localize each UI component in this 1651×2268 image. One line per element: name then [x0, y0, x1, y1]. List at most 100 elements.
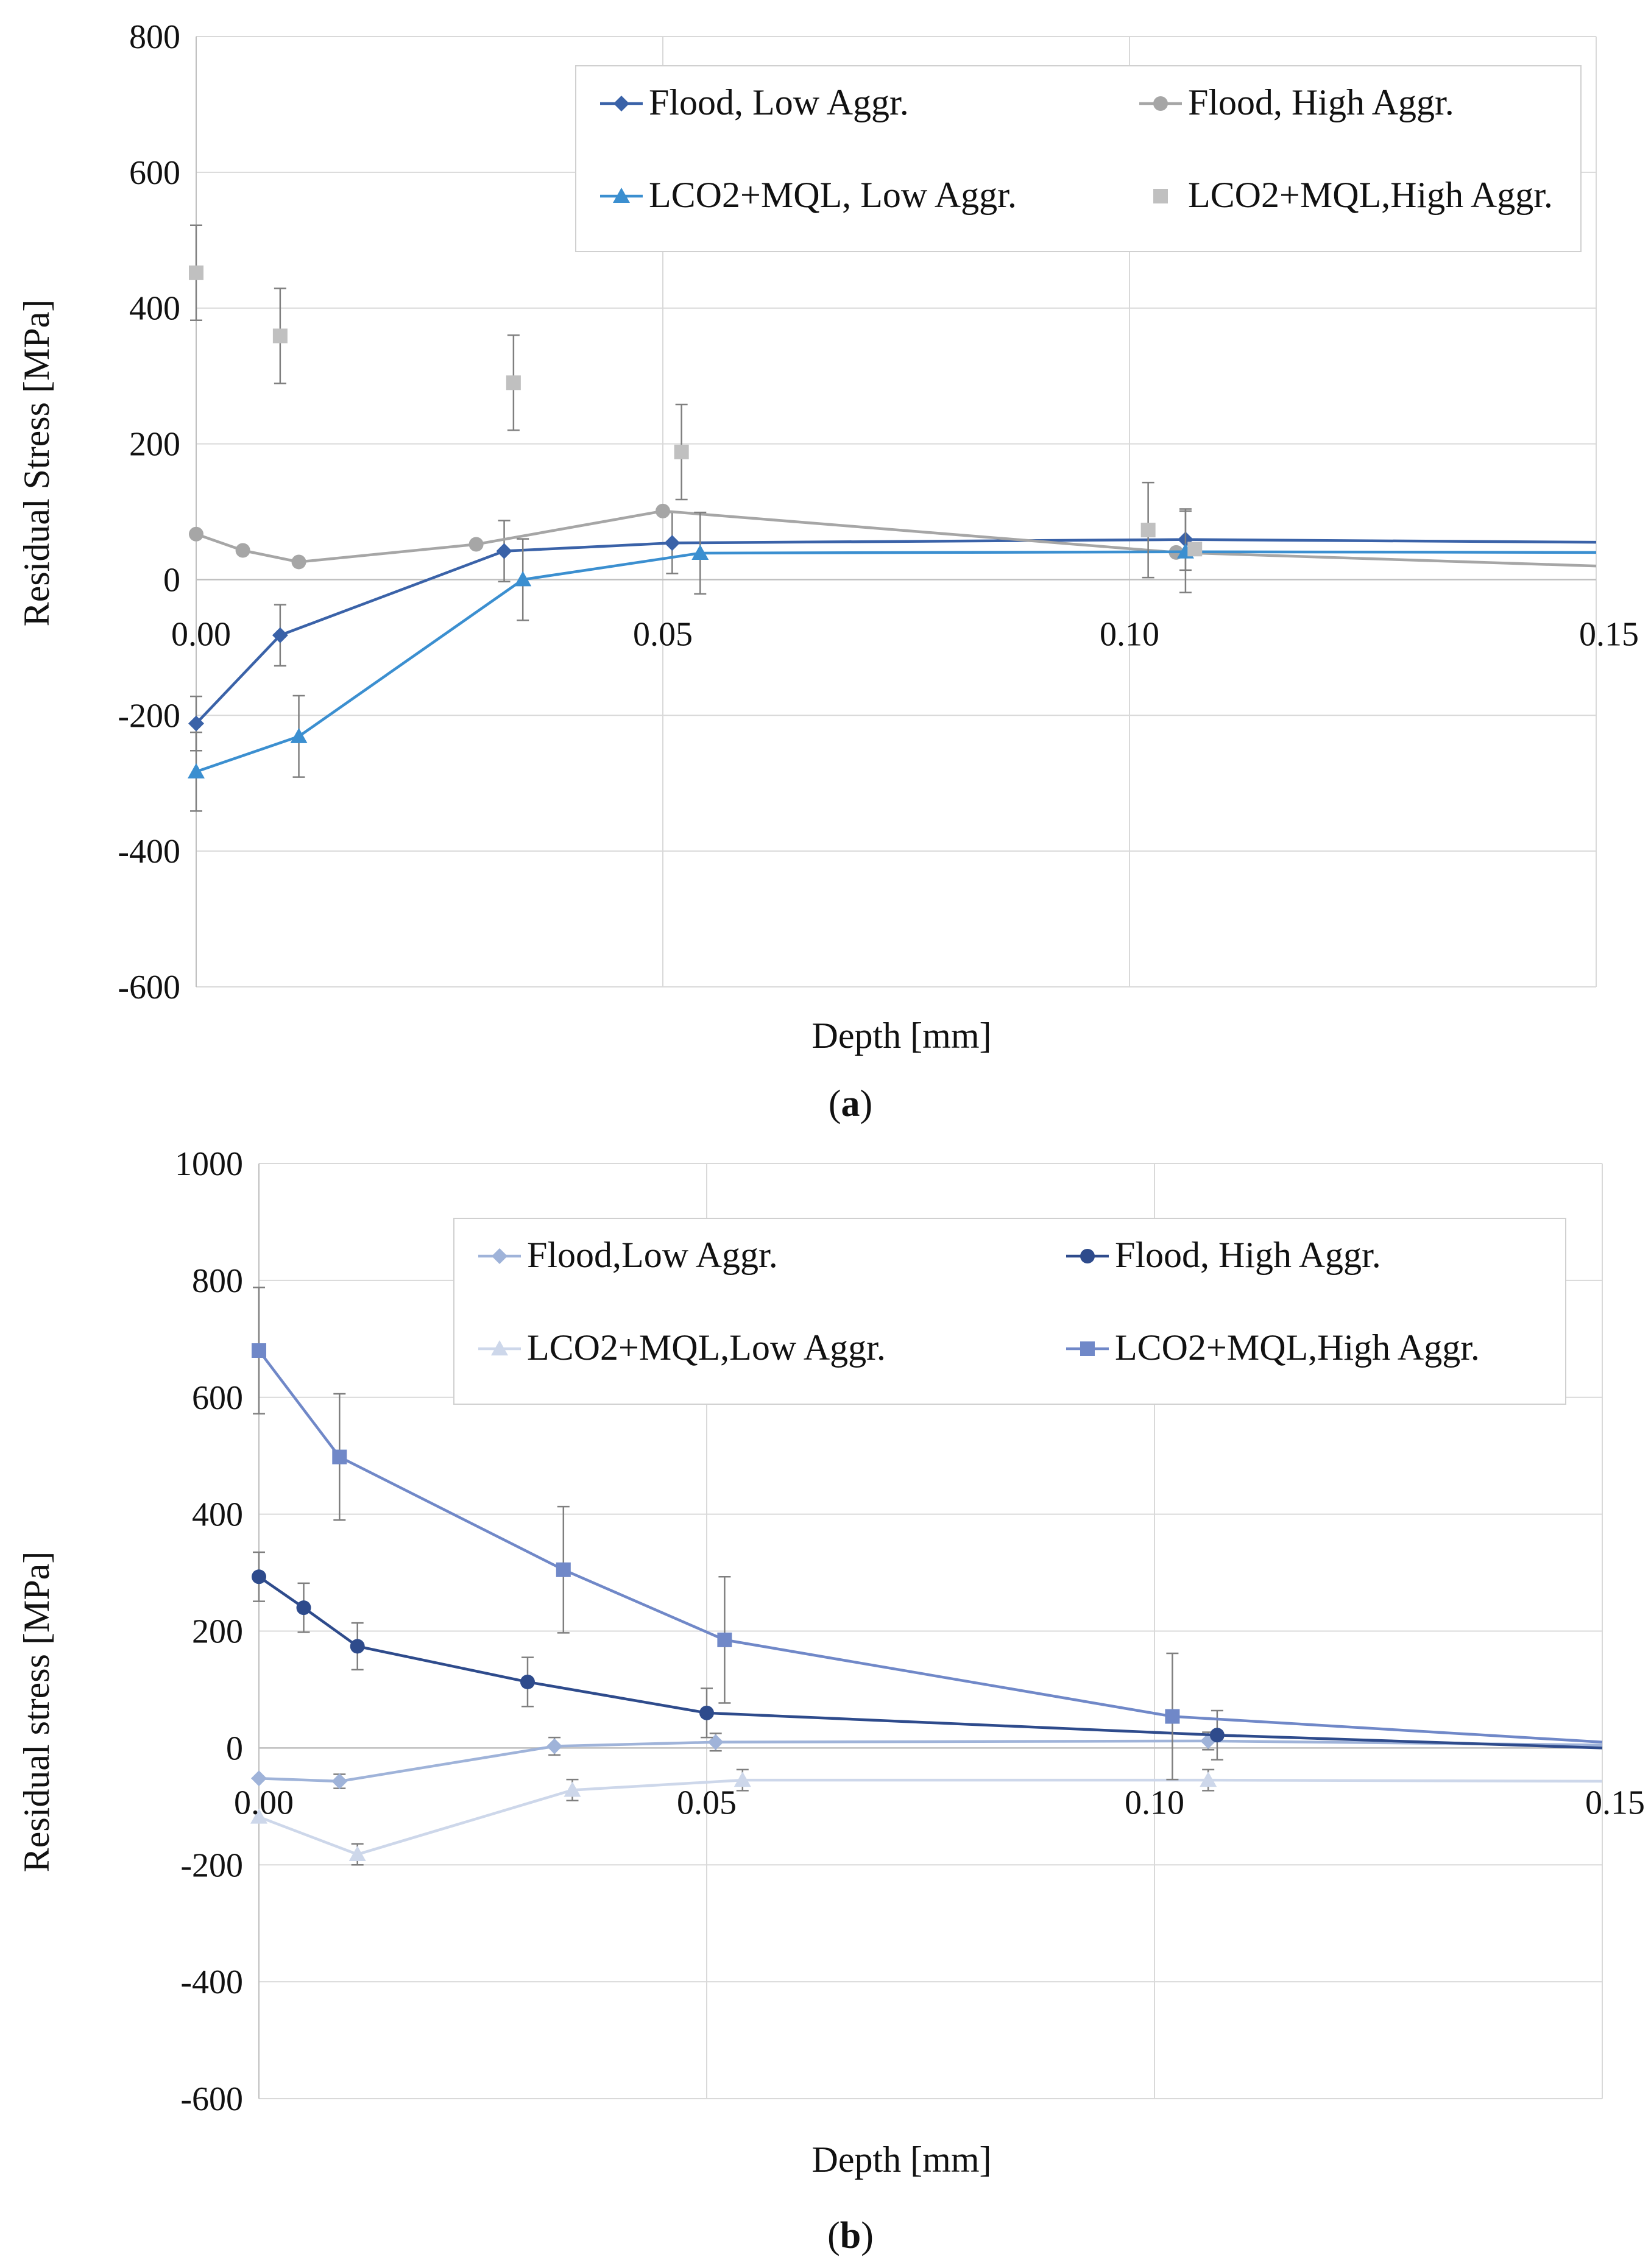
- data-point-lco2-mql-low-aggr: [514, 571, 532, 587]
- y-tick-label-a: 400: [129, 290, 180, 328]
- series-lco2-mql-high-aggr: [252, 1287, 1603, 1781]
- series-lco2-mql-low-aggr: [250, 1768, 1603, 1866]
- x-tick-label-a: 0.10: [1100, 615, 1159, 653]
- y-tick-label-a: -600: [118, 969, 180, 1006]
- data-point-flood-high-aggr: [291, 554, 306, 570]
- data-point-lco2-mql-low-aggr: [564, 1781, 581, 1797]
- legend-item-flood-high-aggr: Flood, High Aggr.: [1139, 82, 1454, 122]
- y-axis-label-a: Residual Stress [MPa]: [16, 300, 57, 627]
- series-flood-high-aggr: [252, 1551, 1603, 1761]
- data-point-flood-low-aggr: [496, 543, 512, 559]
- legend-label: Flood, High Aggr.: [1115, 1235, 1381, 1275]
- legend-marker-swatch: [613, 188, 630, 203]
- data-point-flood-low-aggr: [664, 535, 681, 551]
- series-line-flood-high-aggr: [196, 509, 1597, 568]
- y-tick-label-b: 800: [192, 1262, 243, 1300]
- x-tick-label-a: 0.00: [171, 615, 231, 653]
- x-tick-label-a: 0.05: [633, 615, 693, 653]
- data-point-flood-low-aggr: [331, 1773, 348, 1790]
- plot-area-b: [250, 1287, 1603, 1866]
- series-flood-low-aggr: [188, 508, 1597, 752]
- data-point-lco2-mql-high-aggr: [1187, 542, 1203, 557]
- panel-label-b-open: (: [827, 2215, 840, 2256]
- legend-item-lco2-mql-low-aggr: LCO2+MQL,Low Aggr.: [478, 1327, 886, 1368]
- x-tick-label-b: 0.00: [234, 1784, 294, 1821]
- panel-label-b-letter: b: [840, 2215, 861, 2256]
- legend-label: LCO2+MQL,High Aggr.: [1188, 175, 1553, 215]
- data-point-flood-high-aggr: [296, 1600, 311, 1616]
- y-tick-label-b: 200: [192, 1613, 243, 1651]
- series-lco2-mql-low-aggr: [188, 510, 1597, 812]
- y-tick-label-b: -200: [180, 1846, 243, 1884]
- x-tick-label-b: 0.15: [1585, 1784, 1645, 1821]
- data-point-lco2-mql-high-aggr: [189, 265, 203, 280]
- data-point-lco2-mql-high-aggr: [272, 328, 288, 344]
- data-point-flood-high-aggr: [699, 1705, 714, 1720]
- legend-marker-swatch: [492, 1248, 507, 1264]
- data-point-lco2-mql-low-aggr: [691, 544, 709, 560]
- panel-label-b: (b): [827, 2215, 874, 2256]
- data-point-flood-low-aggr: [546, 1738, 563, 1754]
- data-point-lco2-mql-high-aggr: [252, 1343, 266, 1358]
- legend-item-flood-low-aggr: Flood,Low Aggr.: [478, 1235, 778, 1275]
- data-point-lco2-mql-low-aggr: [290, 727, 308, 743]
- data-point-flood-high-aggr: [1209, 1728, 1225, 1743]
- data-point-flood-high-aggr: [235, 543, 250, 558]
- data-point-flood-high-aggr: [468, 537, 484, 552]
- data-point-lco2-mql-low-aggr: [1200, 1772, 1217, 1787]
- data-point-flood-high-aggr: [189, 526, 203, 542]
- panel-label-b-close: ): [861, 2215, 874, 2256]
- legend-label: Flood, Low Aggr.: [649, 82, 909, 122]
- data-point-flood-high-aggr: [350, 1639, 365, 1654]
- y-tick-label-b: -400: [180, 1963, 243, 2001]
- y-tick-label-a: -200: [118, 697, 180, 735]
- panel-label-a: (a): [829, 1083, 872, 1125]
- y-tick-label-b: 400: [192, 1496, 243, 1534]
- chart-panel-a: 800 600 400 200 0 -200 -400 -600 0.00 0.05 0.10 0.…: [16, 18, 1639, 1125]
- data-point-lco2-mql-high-aggr: [556, 1562, 571, 1577]
- x-tick-labels-b: 0.00 0.05 0.10 0.15: [234, 1784, 1645, 1821]
- legend-b: Flood,Low Aggr. Flood, High Aggr. LCO2+MQL…: [453, 1218, 1566, 1405]
- data-point-lco2-mql-high-aggr: [1165, 1709, 1180, 1724]
- data-point-flood-low-aggr: [272, 627, 288, 643]
- y-tick-labels-b: 1000 800 600 400 200 0 -200 -400 -600: [175, 1145, 243, 2118]
- legend-label: LCO2+MQL, Low Aggr.: [649, 175, 1017, 215]
- y-axis-label-b: Residual stress [MPa]: [16, 1552, 57, 1873]
- data-point-flood-low-aggr: [251, 1770, 267, 1787]
- data-point-lco2-mql-high-aggr: [674, 444, 689, 459]
- panel-label-a-close: ): [860, 1083, 873, 1125]
- data-point-lco2-mql-high-aggr: [1140, 523, 1156, 538]
- legend-item-lco2-mql-high-aggr: LCO2+MQL,High Aggr.: [1066, 1327, 1480, 1368]
- data-point-lco2-mql-low-aggr: [348, 1845, 366, 1861]
- y-tick-label-a: 0: [163, 561, 180, 599]
- data-point-flood-high-aggr: [656, 503, 670, 518]
- y-tick-label-b: 600: [192, 1379, 243, 1417]
- series-lco2-mql-high-aggr: [189, 224, 1203, 579]
- legend-item-flood-high-aggr: Flood, High Aggr.: [1066, 1235, 1381, 1275]
- legend-item-flood-low-aggr: Flood, Low Aggr.: [600, 82, 909, 122]
- legend-item-lco2-mql-high-aggr: LCO2+MQL,High Aggr.: [1153, 175, 1553, 215]
- y-tick-label-a: 600: [129, 154, 180, 192]
- y-tick-label-b: 0: [226, 1729, 243, 1767]
- series-line-flood-low-aggr: [258, 1739, 1603, 1783]
- y-tick-label-a: -400: [118, 833, 180, 871]
- data-point-flood-high-aggr: [252, 1569, 266, 1584]
- series-flood-high-aggr: [189, 503, 1597, 570]
- y-tick-label-a: 200: [129, 426, 180, 464]
- x-axis-label-b: Depth [mm]: [812, 2139, 992, 2180]
- legend-box-b: [453, 1218, 1566, 1405]
- legend-marker-swatch: [1153, 96, 1168, 111]
- legend-a: Flood, Low Aggr. Flood, High Aggr. LCO2+MQ…: [575, 65, 1582, 252]
- legend-label: LCO2+MQL,Low Aggr.: [527, 1327, 886, 1368]
- y-tick-label-a: 800: [129, 18, 180, 56]
- x-tick-label-b: 0.05: [677, 1784, 737, 1821]
- x-tick-label-a: 0.15: [1579, 615, 1639, 653]
- data-point-lco2-mql-high-aggr: [506, 375, 521, 390]
- panel-label-a-letter: a: [841, 1083, 860, 1125]
- series-line-lco2-mql-high-aggr: [258, 1349, 1603, 1744]
- series-line-flood-low-aggr: [195, 538, 1597, 725]
- legend-label: Flood,Low Aggr.: [527, 1235, 778, 1275]
- y-tick-label-b: -600: [180, 2080, 243, 2118]
- data-point-flood-high-aggr: [520, 1674, 535, 1689]
- legend-label: Flood, High Aggr.: [1188, 82, 1454, 122]
